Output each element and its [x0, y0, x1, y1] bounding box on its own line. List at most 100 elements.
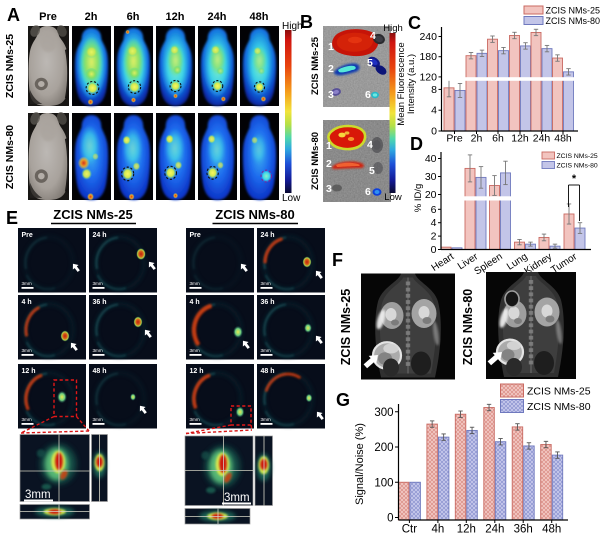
- svg-text:ZCIS NMs-25: ZCIS NMs-25: [53, 207, 132, 222]
- svg-text:0: 0: [387, 513, 393, 525]
- svg-text:12 h: 12 h: [190, 368, 204, 375]
- svg-text:2h: 2h: [471, 133, 483, 145]
- svg-text:1: 1: [326, 140, 332, 152]
- svg-text:200: 200: [374, 442, 393, 454]
- svg-text:ZCIS NMs-80: ZCIS NMs-80: [4, 125, 16, 189]
- svg-text:F: F: [332, 250, 343, 270]
- svg-text:Intensity (a.u.): Intensity (a.u.): [406, 54, 417, 114]
- svg-text:240: 240: [419, 31, 437, 43]
- svg-text:48 h: 48 h: [261, 368, 275, 375]
- svg-text:ZCIS NMs-25: ZCIS NMs-25: [527, 386, 591, 398]
- svg-text:G: G: [336, 390, 350, 410]
- svg-text:A: A: [7, 5, 20, 25]
- svg-text:30: 30: [425, 171, 437, 183]
- svg-text:3mm: 3mm: [190, 417, 200, 422]
- svg-text:High: High: [383, 23, 403, 34]
- svg-text:E: E: [6, 208, 18, 228]
- svg-text:ZCIS NMs-80: ZCIS NMs-80: [557, 163, 598, 170]
- svg-text:3mm: 3mm: [93, 281, 103, 286]
- svg-text:% ID/g: % ID/g: [413, 184, 424, 213]
- svg-text:ZCIS NMs-25: ZCIS NMs-25: [339, 289, 353, 365]
- svg-text:3mm: 3mm: [224, 492, 250, 504]
- svg-text:6: 6: [365, 89, 371, 101]
- svg-text:B: B: [300, 12, 313, 32]
- svg-text:ZCIS NMs-80: ZCIS NMs-80: [527, 401, 591, 413]
- svg-text:0: 0: [431, 244, 437, 256]
- svg-text:Pre: Pre: [446, 133, 463, 145]
- svg-text:48h: 48h: [554, 133, 572, 145]
- svg-text:24h: 24h: [533, 133, 551, 145]
- svg-text:6: 6: [365, 186, 371, 198]
- svg-text:Pre: Pre: [39, 11, 57, 23]
- svg-text:48h: 48h: [250, 11, 269, 23]
- svg-text:36 h: 36 h: [261, 299, 275, 306]
- svg-text:ZCIS NMs-80: ZCIS NMs-80: [215, 207, 294, 222]
- svg-text:Signal/Noise (%): Signal/Noise (%): [354, 423, 366, 505]
- svg-text:3mm: 3mm: [22, 281, 32, 286]
- svg-text:5: 5: [369, 165, 375, 177]
- svg-text:2: 2: [431, 231, 437, 243]
- svg-text:ZCIS NMs-80: ZCIS NMs-80: [546, 16, 600, 26]
- svg-text:2h: 2h: [85, 11, 98, 23]
- svg-text:4: 4: [370, 30, 376, 42]
- svg-text:4: 4: [431, 105, 437, 117]
- svg-text:4: 4: [431, 217, 437, 229]
- svg-text:3mm: 3mm: [261, 281, 271, 286]
- svg-text:40: 40: [425, 153, 437, 165]
- svg-text:0: 0: [431, 126, 437, 138]
- svg-text:Low: Low: [384, 192, 402, 203]
- svg-text:24 h: 24 h: [261, 232, 275, 239]
- svg-text:ZCIS NMs-80: ZCIS NMs-80: [310, 132, 321, 190]
- svg-text:1: 1: [328, 41, 334, 53]
- svg-text:6h: 6h: [127, 11, 140, 23]
- svg-text:3mm: 3mm: [22, 417, 32, 422]
- svg-text:24 h: 24 h: [93, 232, 107, 239]
- svg-text:24h: 24h: [485, 524, 504, 536]
- svg-text:180: 180: [419, 51, 437, 63]
- svg-text:6: 6: [431, 204, 437, 216]
- svg-text:3: 3: [328, 89, 334, 101]
- svg-text:20: 20: [425, 189, 437, 201]
- svg-text:36 h: 36 h: [93, 299, 107, 306]
- svg-text:4: 4: [367, 139, 373, 151]
- svg-text:4 h: 4 h: [190, 299, 200, 306]
- svg-text:3mm: 3mm: [261, 417, 271, 422]
- svg-text:3mm: 3mm: [190, 281, 200, 286]
- svg-text:3mm: 3mm: [25, 489, 51, 501]
- svg-text:48h: 48h: [542, 524, 561, 536]
- svg-text:3mm: 3mm: [93, 417, 103, 422]
- svg-text:48 h: 48 h: [93, 368, 107, 375]
- svg-text:ZCIS NMs-25: ZCIS NMs-25: [557, 153, 598, 160]
- svg-text:3: 3: [326, 183, 332, 195]
- svg-text:4h: 4h: [432, 524, 445, 536]
- svg-text:2: 2: [328, 63, 334, 75]
- svg-text:24h: 24h: [208, 11, 227, 23]
- svg-text:ZCIS NMs-25: ZCIS NMs-25: [310, 36, 321, 95]
- svg-text:ZCIS NMs-80: ZCIS NMs-80: [461, 289, 475, 365]
- svg-text:300: 300: [374, 407, 393, 419]
- svg-text:Pre: Pre: [22, 232, 33, 239]
- svg-text:12h: 12h: [457, 524, 476, 536]
- svg-text:ZCIS NMs-25: ZCIS NMs-25: [4, 34, 16, 98]
- svg-text:120: 120: [419, 71, 437, 83]
- svg-text:12 h: 12 h: [22, 368, 36, 375]
- svg-text:4 h: 4 h: [22, 299, 32, 306]
- svg-text:3mm: 3mm: [22, 348, 32, 353]
- svg-text:12h: 12h: [166, 11, 185, 23]
- svg-text:D: D: [410, 134, 423, 154]
- svg-text:3mm: 3mm: [93, 348, 103, 353]
- svg-text:8: 8: [431, 84, 437, 96]
- svg-text:3mm: 3mm: [190, 348, 200, 353]
- svg-text:6h: 6h: [492, 133, 504, 145]
- svg-text:100: 100: [374, 477, 393, 489]
- svg-text:36h: 36h: [514, 524, 533, 536]
- svg-text:2: 2: [326, 158, 332, 170]
- svg-text:5: 5: [367, 57, 373, 69]
- svg-text:ZCIS NMs-25: ZCIS NMs-25: [546, 6, 600, 16]
- svg-text:Pre: Pre: [190, 232, 201, 239]
- svg-text:Ctr: Ctr: [402, 524, 418, 536]
- svg-text:12h: 12h: [511, 133, 529, 145]
- svg-text:3mm: 3mm: [261, 348, 271, 353]
- svg-text:*: *: [572, 173, 577, 185]
- svg-text:Low: Low: [282, 193, 301, 204]
